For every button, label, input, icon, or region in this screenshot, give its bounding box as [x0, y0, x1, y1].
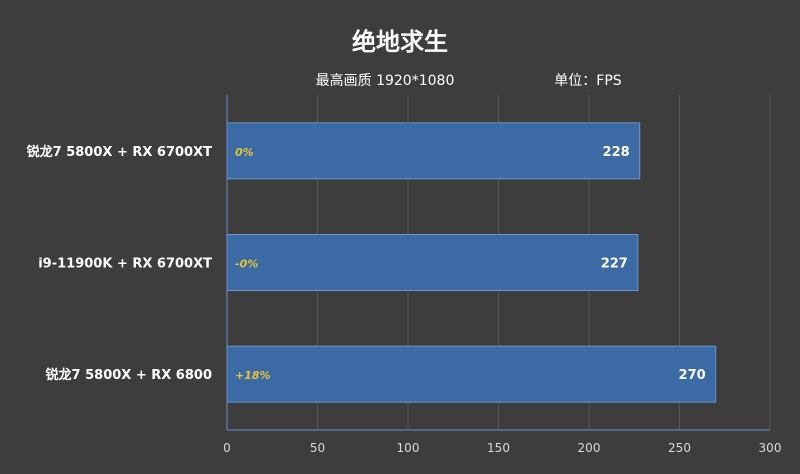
- x-tick-label: 100: [397, 441, 420, 455]
- bar: [226, 345, 717, 403]
- x-tick-label: 150: [487, 441, 510, 455]
- percent-label: +18%: [235, 369, 271, 382]
- x-tick-label: 300: [759, 441, 782, 455]
- value-label: 270: [679, 368, 706, 383]
- percent-label: -0%: [235, 258, 258, 271]
- x-tick-label: 50: [310, 441, 325, 455]
- bar: [226, 122, 641, 180]
- x-tick-label: 0: [223, 441, 231, 455]
- x-tick-label: 250: [668, 441, 691, 455]
- percent-label: 0%: [235, 146, 254, 159]
- category-label: 锐龙7 5800X + RX 6700XT: [27, 144, 212, 160]
- value-label: 227: [601, 257, 628, 272]
- bars-layer: 228 0% 227 -0% 270 +18%: [226, 122, 717, 403]
- category-label: i9-11900K + RX 6700XT: [38, 257, 212, 272]
- value-label: 228: [603, 145, 630, 160]
- x-tick-label: 200: [578, 441, 601, 455]
- category-label: 锐龙7 5800X + RX 6800: [46, 367, 212, 383]
- chart-subtitle-unit: 单位：FPS: [554, 73, 621, 89]
- chart-title: 绝地求生: [352, 28, 448, 56]
- axis-layer: 0 50 100 150 200 250 300 锐龙7 5800X + RX 6700XT i…: [27, 95, 782, 455]
- chart-subtitle-resolution: 最高画质 1920*1080: [316, 72, 455, 89]
- bar: [226, 234, 639, 291]
